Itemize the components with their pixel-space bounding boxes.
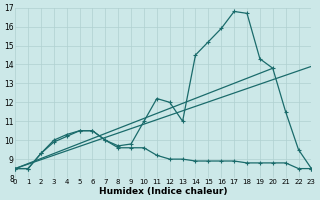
X-axis label: Humidex (Indice chaleur): Humidex (Indice chaleur) bbox=[99, 187, 228, 196]
